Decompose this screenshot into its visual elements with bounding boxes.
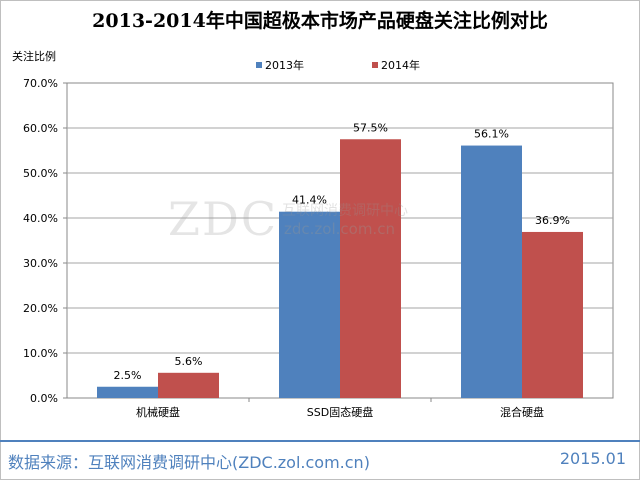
data-source: 数据来源：互联网消费调研中心(ZDC.zol.com.cn) <box>8 453 370 472</box>
y-tick-label: 10.0% <box>23 347 58 360</box>
y-tick-label: 20.0% <box>23 302 58 315</box>
y-axis-label: 关注比例 <box>12 50 56 63</box>
legend-item-2013: 2013年 <box>256 57 304 73</box>
legend-item-2014: 2014年 <box>372 57 420 73</box>
y-tick-label: 40.0% <box>23 212 58 225</box>
y-tick-label: 50.0% <box>23 167 58 180</box>
footer-divider <box>0 440 640 442</box>
bar <box>158 372 219 398</box>
x-tick-label: 机械硬盘 <box>136 405 180 419</box>
x-tick-label: SSD固态硬盘 <box>307 405 373 419</box>
bar <box>279 211 340 398</box>
x-tick-label: 混合硬盘 <box>500 405 544 419</box>
legend-label-2014: 2014年 <box>381 59 420 72</box>
legend-swatch-2014 <box>372 62 378 68</box>
data-label: 56.1% <box>474 128 509 141</box>
legend-swatch-2013 <box>256 62 262 68</box>
legend-label-2013: 2013年 <box>265 59 304 72</box>
data-label: 2.5% <box>114 369 142 382</box>
bar <box>522 231 583 398</box>
publish-date: 2015.01 <box>559 449 626 468</box>
bar <box>97 386 158 398</box>
data-label: 41.4% <box>292 194 327 207</box>
chart-title: 2013-2014年中国超极本市场产品硬盘关注比例对比 <box>92 10 548 32</box>
y-tick-label: 0.0% <box>30 392 58 405</box>
bar <box>340 139 401 398</box>
data-label: 36.9% <box>535 214 570 227</box>
y-tick-label: 70.0% <box>23 77 58 90</box>
data-label: 5.6% <box>175 355 203 368</box>
bar-chart: 0.0% 10.0% 20.0% 30.0% 40.0% 50.0% 60.0% 70.0% 2… <box>23 77 614 419</box>
y-tick-label: 60.0% <box>23 122 58 135</box>
bar <box>461 145 522 398</box>
data-label: 57.5% <box>353 121 388 134</box>
y-tick-label: 30.0% <box>23 257 58 270</box>
